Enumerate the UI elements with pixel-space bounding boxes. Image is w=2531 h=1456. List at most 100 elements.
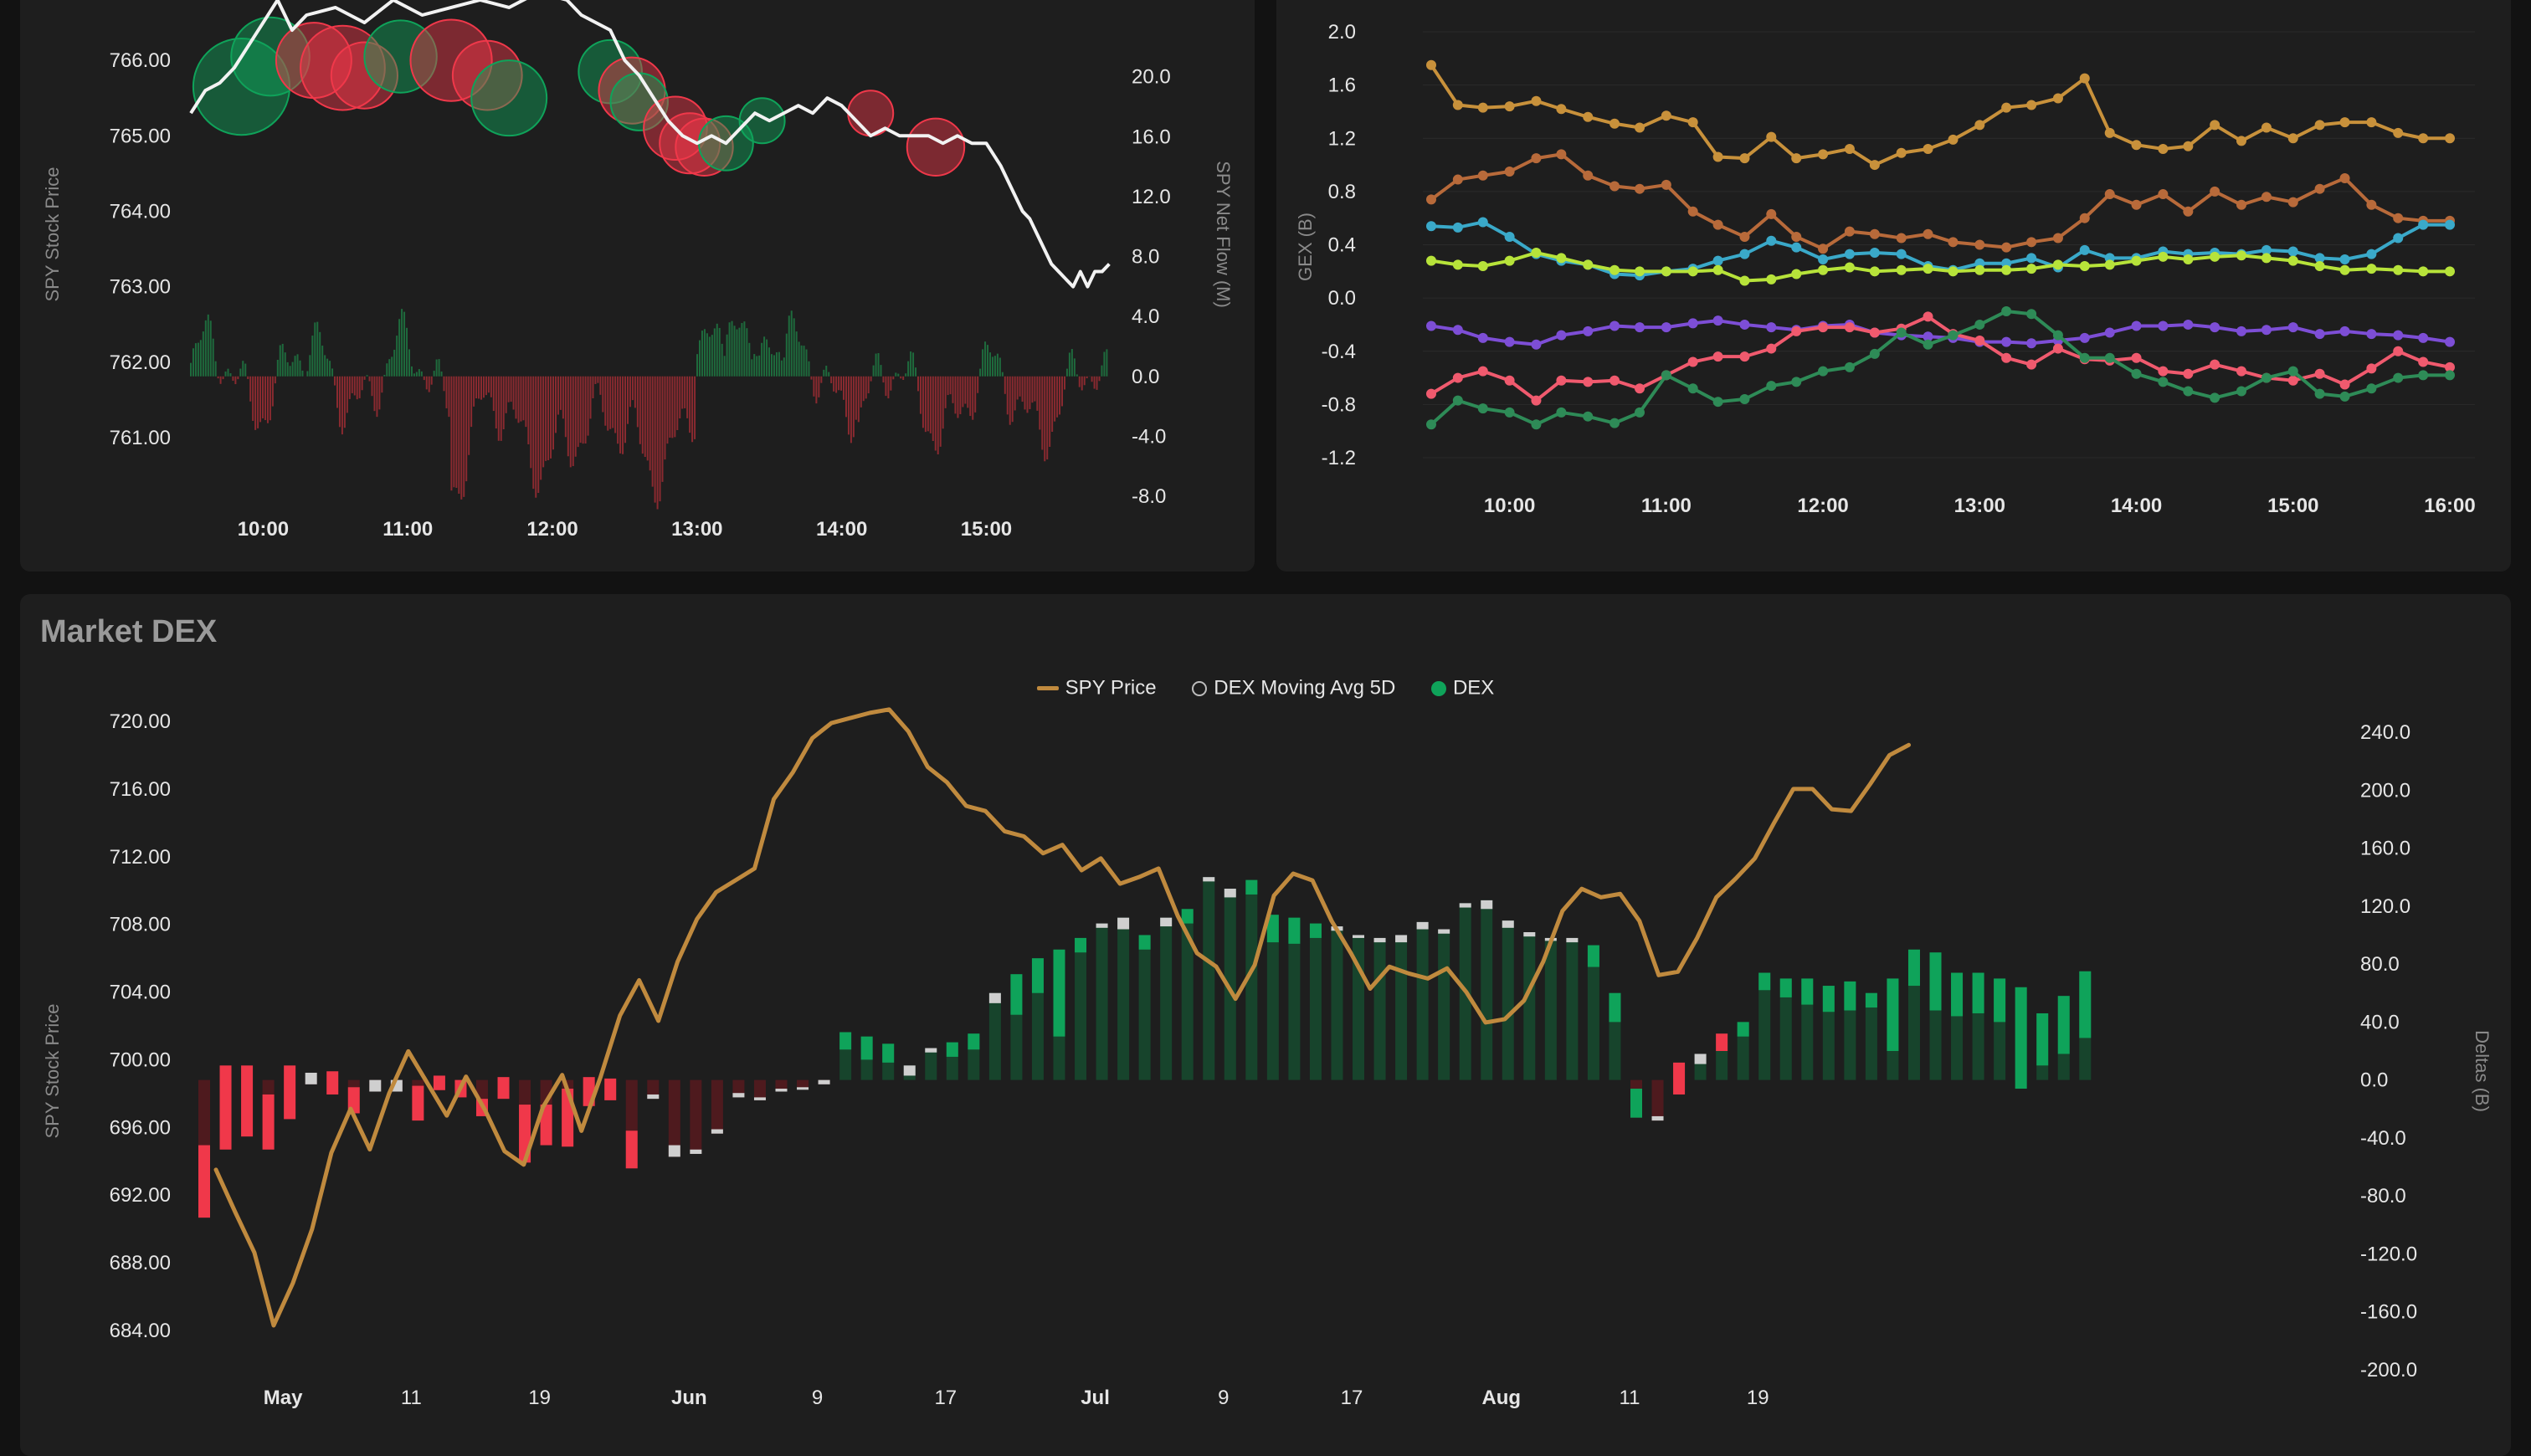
gex-point	[2131, 199, 2142, 210]
gex-point	[2131, 320, 2142, 331]
y-tick-label: 1.2	[1328, 127, 1356, 150]
gex-point	[1948, 134, 1959, 145]
gex-point	[2183, 141, 2194, 151]
gex-point	[1766, 274, 1777, 285]
flow-bubble	[363, 19, 438, 94]
gex-point	[2052, 330, 2063, 341]
dex-change-bar	[1160, 917, 1173, 927]
dex-change-bar	[1353, 935, 1365, 938]
dex-change-bar	[1181, 909, 1194, 924]
dex-base-bar	[1096, 923, 1108, 1080]
y2-tick-label: 12.0	[1132, 186, 1171, 208]
gex-point	[1661, 110, 1671, 121]
gex-point	[1739, 319, 1750, 330]
dex-change-bar	[625, 1130, 638, 1169]
dex-change-bar	[604, 1078, 617, 1100]
gex-point	[2393, 213, 2404, 223]
gex-point	[1974, 120, 1985, 131]
gex-series-line	[1430, 220, 2450, 278]
line-swatch-icon	[1036, 686, 1059, 691]
dex-change-bar	[1224, 889, 1236, 898]
dex-base-bar	[711, 1079, 723, 1134]
gex-point	[2314, 260, 2325, 271]
dex-change-bar	[1716, 1033, 1728, 1051]
dex-base-bar	[1438, 929, 1450, 1080]
gex-point	[2287, 322, 2298, 333]
gex-point	[1556, 104, 1567, 115]
dex-change-bar	[2036, 1013, 2049, 1066]
gex-point	[1739, 249, 1750, 259]
gex-point	[1687, 266, 1698, 277]
gex-point	[1896, 233, 1907, 244]
gex-series-line	[1430, 315, 2451, 402]
gex-point	[2339, 379, 2350, 390]
gex-point	[2210, 392, 2220, 403]
gex-point	[1687, 117, 1698, 128]
gex-point	[2366, 199, 2377, 210]
gex-point	[1869, 266, 1880, 277]
dex-change-bar	[988, 992, 1001, 1003]
gex-point	[1477, 102, 1488, 113]
gex-point	[2261, 122, 2272, 133]
dex-change-bar	[1844, 981, 1856, 1011]
dex-change-bar	[241, 1065, 254, 1137]
y-tick-label: 692.00	[110, 1184, 171, 1207]
dex-base-bar	[647, 1079, 660, 1100]
dex-change-bar	[1887, 978, 1899, 1051]
x-tick-label: 11:00	[382, 518, 433, 541]
gex-point	[1426, 221, 1436, 232]
dex-change-bar	[1416, 921, 1429, 930]
gex-point	[1896, 327, 1907, 338]
gex-point	[1712, 315, 1723, 326]
gex-point	[1974, 319, 1985, 330]
y2-tick-label: 0.0	[1132, 366, 1159, 388]
gex-point	[2418, 370, 2429, 381]
gex-point	[2104, 189, 2115, 200]
dex-base-bar	[925, 1048, 937, 1080]
legend-item-avg[interactable]: DEX Moving Avg 5D	[1192, 676, 1395, 700]
gex-point	[1531, 339, 1542, 350]
x-tick-label: Jun	[671, 1387, 707, 1409]
dex-change-bar	[497, 1077, 510, 1100]
gex-point	[1426, 320, 1436, 331]
gex-point	[2314, 253, 2325, 264]
y2-tick-label: 4.0	[1132, 305, 1159, 328]
y-tick-label: 763.00	[110, 276, 171, 299]
x-tick-label: 11	[401, 1387, 422, 1409]
gex-point	[1818, 149, 1829, 160]
gex-point	[2314, 183, 2325, 194]
gex-point	[1712, 255, 1723, 266]
gex-point	[2261, 244, 2272, 255]
legend-item-dex[interactable]: DEX	[1430, 676, 1494, 700]
dex-change-bar	[433, 1075, 445, 1090]
ring-swatch-icon	[1192, 680, 1208, 696]
gex-point	[1556, 375, 1567, 386]
gex-point	[1531, 248, 1542, 259]
gex-point	[1609, 418, 1620, 428]
dex-change-bar	[2079, 971, 2092, 1038]
flow-bubble	[192, 38, 291, 136]
gex-point	[1556, 407, 1567, 418]
gex-point	[2418, 332, 2429, 343]
gex-point	[1609, 181, 1620, 192]
dex-change-bar	[1737, 1022, 1749, 1037]
panel-title: Market DEX	[40, 614, 218, 649]
gex-point	[2001, 306, 2012, 317]
gex-point	[2104, 127, 2115, 138]
gex-point	[1583, 411, 1594, 422]
dex-change-bar	[1053, 949, 1065, 1037]
flow-bubble	[906, 117, 966, 177]
flow-bubble	[451, 39, 523, 111]
dex-change-bar	[1245, 879, 1258, 895]
gex-point	[1766, 208, 1777, 219]
gex-point	[2236, 136, 2246, 146]
gex-point	[2366, 383, 2377, 394]
x-tick-label: 16:00	[2424, 495, 2475, 517]
dex-change-bar	[1459, 903, 1471, 908]
gex-point	[2026, 309, 2037, 320]
dex-change-bar	[1395, 935, 1408, 943]
x-tick-label: 13:00	[671, 518, 722, 541]
gex-point	[2314, 388, 2325, 399]
gex-point	[2052, 233, 2063, 244]
legend-item-price[interactable]: SPY Price	[1036, 676, 1157, 700]
